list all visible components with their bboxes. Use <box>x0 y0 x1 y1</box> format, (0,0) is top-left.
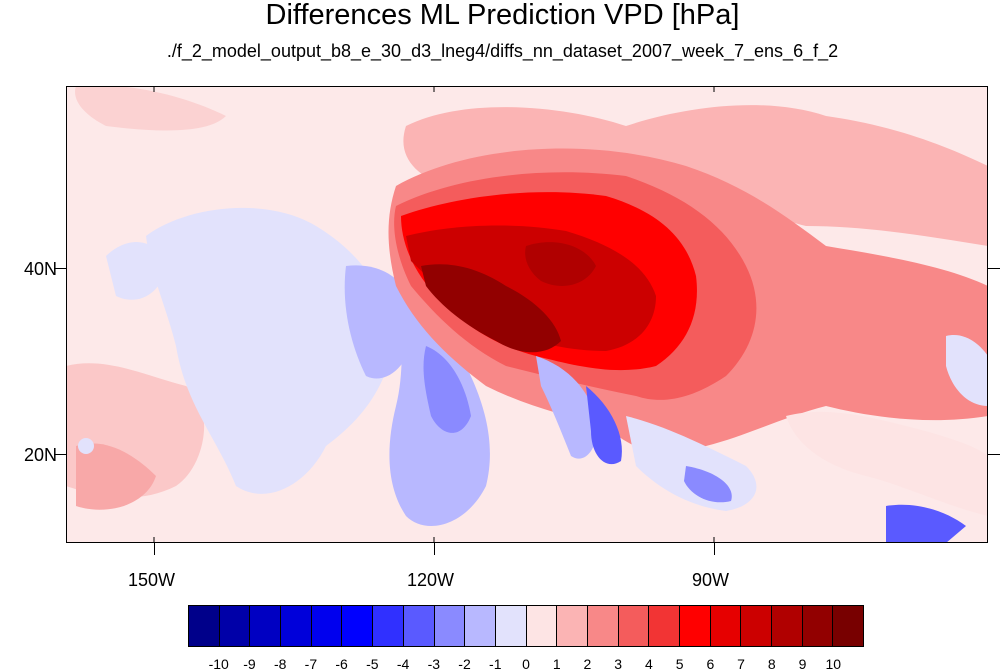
colorbar-tick-label: -4 <box>396 656 410 672</box>
colorbar-swatch <box>802 606 834 646</box>
us-positive-area-8 <box>406 225 656 351</box>
lat-tick-40n-left <box>54 268 66 269</box>
colorbar-swatch <box>342 606 374 646</box>
colorbar-tick-label: 2 <box>583 656 592 672</box>
colorbar-swatch <box>710 606 742 646</box>
colorbar-tick-label: -8 <box>273 656 287 672</box>
colorbar-tick-label: 7 <box>737 656 745 672</box>
colorbar-swatch <box>587 606 619 646</box>
colorbar-swatch <box>557 606 588 646</box>
colorbar-tick-label: -5 <box>366 656 379 672</box>
alaska-positive-patch <box>75 86 226 131</box>
colorbar-swatch <box>219 606 251 646</box>
colorbar-tick-label: -10 <box>208 656 229 672</box>
colorbar-tick-label: 9 <box>798 656 807 672</box>
colorbar-tick-label: 6 <box>706 656 715 672</box>
vpd-difference-map <box>66 86 988 543</box>
colorbar-tick-label: 5 <box>675 656 684 672</box>
colorbar-swatch <box>741 606 773 646</box>
rockies-positive-area-9 <box>525 242 596 286</box>
colorbar-swatch <box>649 606 680 646</box>
pacific-negative-area-1 <box>146 207 396 494</box>
colorbar-tick-label: 10 <box>825 656 842 672</box>
colorbar-tick-label: 0 <box>522 656 530 672</box>
colorbar-swatch <box>311 606 343 646</box>
lon-label-150w: 150W <box>128 570 176 590</box>
colorbar-tick-label: -9 <box>243 656 256 672</box>
colorbar-tick-label: 4 <box>645 656 653 672</box>
colorbar-tick-label: -1 <box>489 656 502 672</box>
colorbar-swatch <box>680 606 711 646</box>
colorbar-tick-label: 1 <box>552 656 561 672</box>
lon-label-90w: 90W <box>692 570 730 590</box>
colorbar-tick-label: -7 <box>304 656 318 672</box>
colorbar-swatch <box>250 606 282 646</box>
colorbar-swatch <box>434 606 466 646</box>
colorbar <box>188 605 864 647</box>
mexico-negative-area-1 <box>536 356 597 459</box>
pacific-positive-patch-2 <box>76 443 156 510</box>
lat-tick-20n-left <box>54 454 66 455</box>
colorbar-swatch <box>618 606 650 646</box>
colorbar-tick-label: -6 <box>335 656 348 672</box>
map-subtitle: ./f_2_model_output_b8_e_30_d3_lneg4/diff… <box>166 41 839 61</box>
lon-tick-120w <box>434 543 435 555</box>
lon-label-120w: 120W <box>407 570 455 590</box>
map-title: Differences ML Prediction VPD [hPa] <box>265 0 740 31</box>
caribbean-neutral-area <box>786 411 988 516</box>
southwest-positive-area-10 <box>421 264 561 353</box>
lon-tick-150w <box>154 543 155 555</box>
mexico-negative-area-2 <box>586 386 622 465</box>
lat-label-40n: 40N <box>24 259 58 279</box>
baja-offshore-negative-strong <box>423 346 471 433</box>
colorbar-tick-label: 3 <box>614 656 623 672</box>
colorbar-swatch <box>465 606 496 646</box>
pacific-negative-area-2 <box>106 242 166 300</box>
colorbar-swatch <box>772 606 803 646</box>
lon-tick-90w <box>714 543 715 555</box>
central-america-negative-area-2 <box>684 466 732 503</box>
lat-tick-40n-right <box>988 268 1000 269</box>
colorbar-swatch <box>281 606 312 646</box>
colorbar-tick-label: -3 <box>427 656 441 672</box>
colorbar-swatch <box>833 606 864 646</box>
lat-tick-20n-right <box>988 454 1000 455</box>
lat-label-20n: 20N <box>24 445 58 465</box>
colorbar-tick-label: 8 <box>767 656 776 672</box>
hawaii-patch <box>78 438 94 454</box>
colorbar-swatch <box>403 606 435 646</box>
colorbar-swatch <box>373 606 404 646</box>
map-field-svg <box>66 86 988 543</box>
colorbar-swatch <box>495 606 527 646</box>
caribbean-negative-area <box>886 504 966 543</box>
colorbar-swatch <box>189 606 220 646</box>
colorbar-tick-label: -2 <box>458 656 471 672</box>
colorbar-swatch <box>526 606 558 646</box>
atlantic-negative-area <box>946 335 988 406</box>
